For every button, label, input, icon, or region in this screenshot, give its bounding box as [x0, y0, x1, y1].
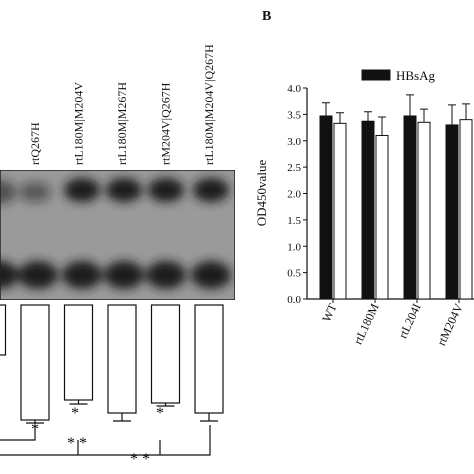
y-tick-label: 1.5	[287, 215, 301, 227]
significance-label: *	[31, 421, 39, 438]
panel-label: B	[262, 9, 271, 24]
error-bar	[378, 116, 386, 136]
error-bar	[448, 104, 456, 125]
column-label: rtL180M|M204V|Q267H	[202, 44, 216, 165]
gel-image	[0, 170, 235, 300]
legend-swatch	[361, 69, 391, 81]
legend-label: HBsAg	[396, 68, 436, 83]
significance-label: *	[71, 405, 79, 422]
x-tick-label: WT	[319, 301, 340, 324]
y-tick-label: 4.0	[287, 83, 301, 95]
bar	[63, 304, 94, 401]
error-bar	[462, 103, 470, 120]
y-axis-label: OD450value	[254, 160, 269, 227]
y-tick-label: 1.0	[287, 241, 301, 253]
error-bar	[336, 112, 344, 124]
x-tick-label: rtM204V	[434, 301, 466, 348]
y-tick-label: 3.0	[287, 136, 301, 148]
bar	[375, 134, 389, 300]
column-label: rtL180M|M204V	[72, 82, 86, 165]
bar	[319, 115, 333, 300]
error-bar	[420, 108, 428, 123]
error-bar	[200, 413, 218, 422]
brackets	[0, 305, 211, 456]
y-tick-label: 2.0	[287, 189, 301, 201]
y-tick-label: 3.5	[287, 109, 301, 121]
bar	[361, 120, 375, 300]
bar	[403, 115, 417, 300]
column-label: rtQ267H	[28, 122, 42, 165]
significance-label: *	[156, 405, 164, 422]
column-label: rtL180M|M267H	[115, 82, 129, 165]
error-bar	[69, 400, 88, 405]
error-bar	[364, 111, 372, 122]
bar	[194, 304, 224, 414]
y-tick-label: 0.0	[287, 294, 301, 306]
bar	[445, 124, 459, 300]
significance-label: * *	[130, 451, 150, 468]
bar	[0, 304, 7, 356]
bar	[417, 121, 431, 300]
error-bar	[156, 403, 175, 407]
error-bar	[26, 420, 44, 424]
x-tick-label: rtL204I	[396, 301, 424, 340]
column-label: rtM204V|Q267H	[159, 82, 173, 165]
y-tick-label: 0.5	[287, 268, 301, 280]
bar	[459, 119, 473, 300]
significance-label: * *	[67, 435, 87, 452]
error-bar	[406, 94, 414, 116]
error-bar	[113, 413, 131, 422]
bar	[20, 304, 50, 421]
x-tick-label: rtL180M	[351, 301, 382, 346]
bar	[333, 122, 347, 300]
y-tick-label: 2.5	[287, 162, 301, 174]
bar	[107, 304, 137, 414]
error-bar	[322, 102, 330, 116]
bar	[150, 304, 181, 404]
